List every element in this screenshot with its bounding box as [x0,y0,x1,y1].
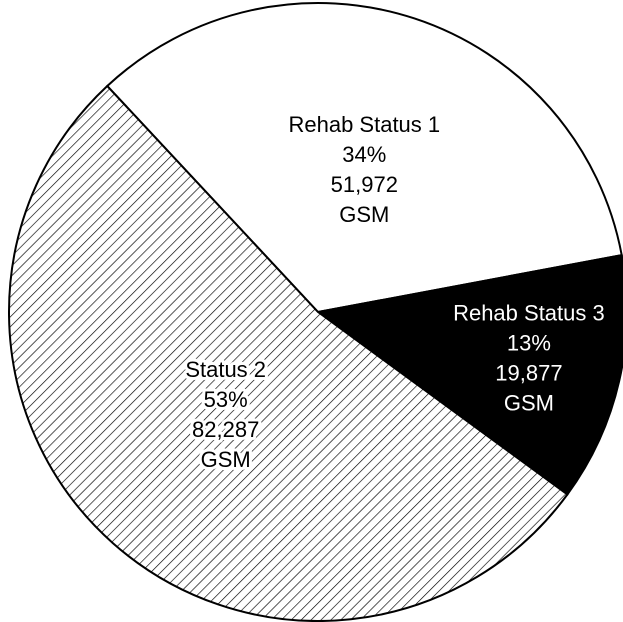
count-label: 82,287 [192,417,259,442]
slice-label: Status 2 [185,357,266,382]
count-label: 51,972 [331,172,398,197]
unit-label: GSM [201,447,251,472]
pie-slice [8,84,569,622]
value-label: 34% [342,142,386,167]
pie-slice [105,2,623,314]
pie-slice [315,253,623,496]
value-label: 53% [204,387,248,412]
value-label: 13% [507,331,551,356]
slice-label: Rehab Status 3 [453,301,605,326]
count-label: 19,877 [495,361,562,386]
slice-label: Rehab Status 1 [288,112,440,137]
unit-label: GSM [339,202,389,227]
unit-label: GSM [504,391,554,416]
